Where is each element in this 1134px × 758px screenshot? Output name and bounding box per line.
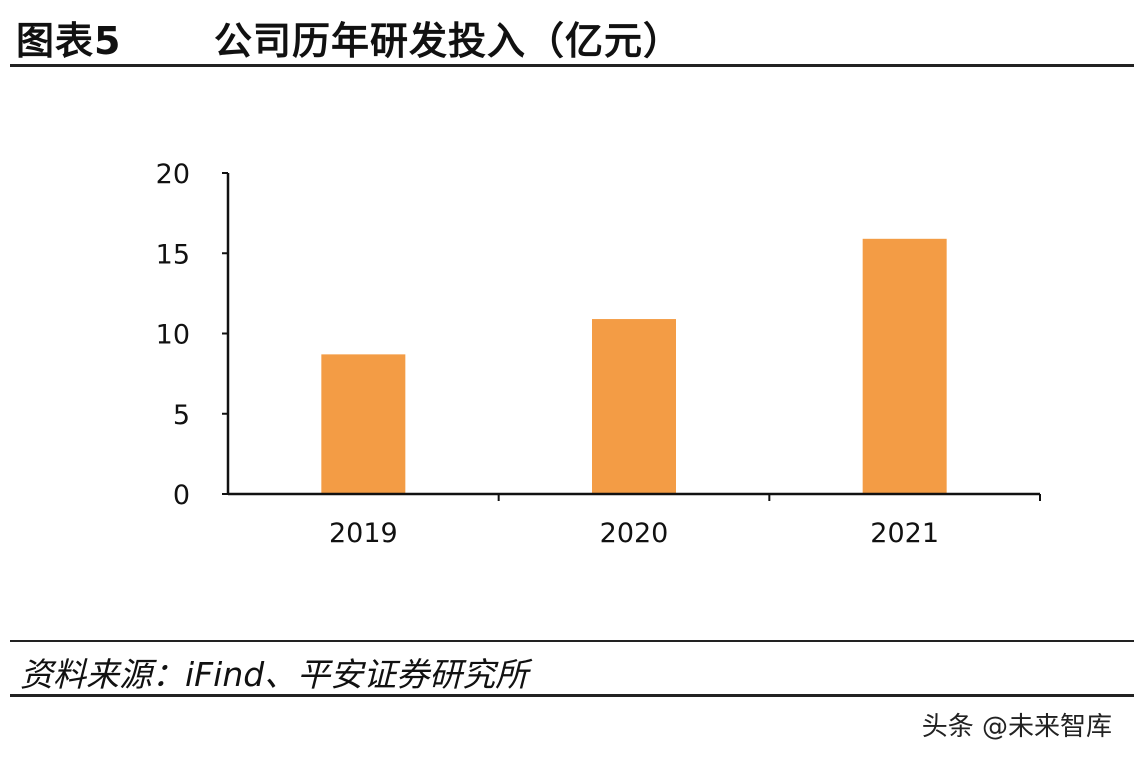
figure-number: 图表5	[16, 19, 122, 63]
x-axis-labels: 2019 2020 2021	[329, 518, 939, 549]
y-tick-label: 5	[173, 400, 190, 431]
source-rule-top	[10, 640, 1134, 642]
y-tick-label: 10	[156, 320, 190, 351]
x-tick-label: 2021	[870, 518, 939, 549]
bar-2019	[321, 354, 406, 494]
watermark: 头条 @未来智库	[921, 712, 1112, 742]
source-rule-bottom	[10, 694, 1134, 697]
figure-header: 图表5 公司历年研发投入（亿元）	[0, 0, 1134, 66]
rd-bar-chart: 0 5 10 15 20 2019 2020 2021	[156, 159, 1041, 549]
y-axis-ticks: 0 5 10 15 20	[156, 159, 228, 511]
figure-title: 公司历年研发投入（亿元）	[214, 19, 683, 63]
chart-area: 0 5 10 15 20 2019 2020 2021	[0, 67, 1134, 640]
axes	[226, 173, 1041, 501]
y-tick-label: 20	[156, 159, 190, 190]
x-tick-label: 2020	[600, 518, 669, 549]
bars	[321, 238, 947, 494]
y-tick-label: 0	[173, 480, 190, 511]
source-note: 资料来源：iFind、平安证券研究所	[20, 655, 529, 694]
y-tick-label: 15	[156, 239, 190, 270]
header-rule	[10, 64, 1134, 67]
bar-2021	[862, 238, 947, 494]
x-tick-label: 2019	[329, 518, 398, 549]
bar-2020	[592, 319, 676, 494]
